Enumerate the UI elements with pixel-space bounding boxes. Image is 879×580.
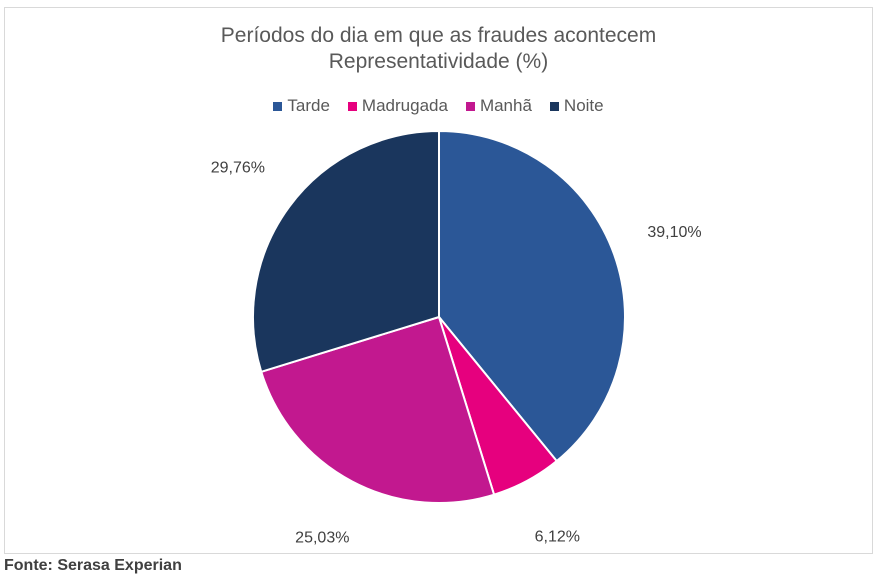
- source-note: Fonte: Serasa Experian: [4, 557, 182, 574]
- data-label-manhã: 25,03%: [295, 529, 349, 546]
- legend-swatch-madrugada: [347, 101, 357, 111]
- legend-label-manha: Manhã: [479, 96, 532, 115]
- legend-swatch-manha: [465, 101, 475, 111]
- pie-slice-manhã: [259, 315, 496, 504]
- legend-item-tarde: Tarde: [273, 96, 330, 116]
- pie-chart: 39,10% 6,12% 25,03% 29,76%: [211, 129, 702, 546]
- data-label-tarde: 39,10%: [647, 224, 701, 241]
- chart-frame: Períodos do dia em que as fraudes aconte…: [4, 7, 873, 554]
- legend-swatch-tarde: [273, 101, 283, 111]
- pie-slice-noite: [252, 129, 440, 374]
- legend-item-madrugada: Madrugada: [347, 96, 448, 116]
- data-label-madrugada: 6,12%: [535, 528, 580, 545]
- chart-title: Períodos do dia em que as fraudes aconte…: [220, 24, 657, 47]
- chart-subtitle: Representatividade (%): [328, 50, 549, 73]
- legend-label-madrugada: Madrugada: [361, 96, 448, 115]
- legend-label-tarde: Tarde: [287, 96, 330, 115]
- legend-item-noite: Noite: [549, 96, 604, 116]
- pie-slice-tarde: [438, 129, 626, 463]
- data-label-noite: 29,76%: [211, 160, 265, 177]
- chart-legend: Tarde Madrugada Manhã Noite: [5, 96, 872, 116]
- legend-label-noite: Noite: [563, 96, 604, 115]
- legend-item-manha: Manhã: [465, 96, 532, 116]
- legend-swatch-noite: [549, 101, 559, 111]
